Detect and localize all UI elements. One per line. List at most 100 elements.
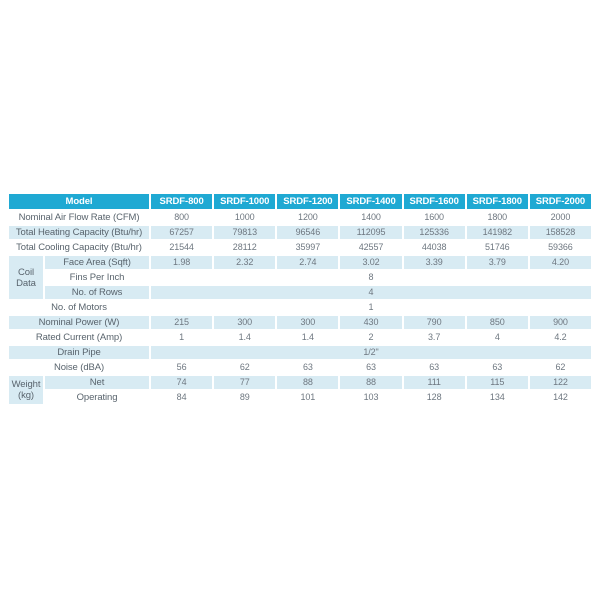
spec-value: 900 xyxy=(529,316,591,329)
row-label: Total Cooling Capacity (Btu/hr) xyxy=(16,242,142,253)
spec-value: 1800 xyxy=(487,212,508,222)
spec-value: 79813 xyxy=(214,226,276,239)
group-cell-weight: Weight (kg) xyxy=(9,376,43,404)
spec-value: 88 xyxy=(340,376,402,389)
row-label: No. of Motors xyxy=(51,302,107,313)
spec-value: 1.4 xyxy=(238,332,251,342)
spec-value: 2.32 xyxy=(214,256,276,269)
row-label: Drain Pipe xyxy=(9,346,150,359)
spec-value: 4.20 xyxy=(529,256,591,269)
row-label: Face Area (Sqft) xyxy=(45,256,150,269)
spec-value: 1.98 xyxy=(151,256,213,269)
spec-value: 103 xyxy=(363,392,379,402)
spec-value: 56 xyxy=(176,362,187,372)
table-row-no-of-motors: No. of Motors 1 xyxy=(9,301,591,314)
spec-value: 125336 xyxy=(403,226,465,239)
spec-value: 111 xyxy=(403,376,465,389)
table-row-rated-current: Rated Current (Amp) 1 1.4 1.4 2 3.7 4 4.… xyxy=(9,331,591,344)
spec-value: 3.7 xyxy=(428,332,441,342)
table-row-airflow: Nominal Air Flow Rate (CFM) 800 1000 120… xyxy=(9,211,591,224)
spec-value: 2 xyxy=(368,332,374,342)
spec-value: 430 xyxy=(340,316,402,329)
spec-value: 59366 xyxy=(548,242,573,252)
table-row-nominal-power: Nominal Power (W) 215 300 300 430 790 85… xyxy=(9,316,591,329)
row-label: Operating xyxy=(76,392,118,403)
row-label: Rated Current (Amp) xyxy=(35,332,123,343)
spec-value: 115 xyxy=(466,376,528,389)
row-label: Net xyxy=(45,376,150,389)
spec-value: 51746 xyxy=(485,242,510,252)
column-header-srdf-2000: SRDF-2000 xyxy=(529,194,591,209)
row-label: Total Heating Capacity (Btu/hr) xyxy=(9,226,150,239)
column-header-srdf-1200: SRDF-1200 xyxy=(277,194,339,209)
spec-value: 101 xyxy=(300,392,316,402)
spec-value: 134 xyxy=(489,392,505,402)
table-row-net-weight: Weight (kg) Net 74 77 88 88 111 115 122 xyxy=(9,376,591,404)
column-header-srdf-1800: SRDF-1800 xyxy=(466,194,528,209)
group-cell-coil-data: Coil Data xyxy=(9,256,43,299)
spec-value: 88 xyxy=(277,376,339,389)
table-row-noise: Noise (dBA) 56 62 63 63 63 63 62 xyxy=(9,361,591,374)
spec-value: 300 xyxy=(277,316,339,329)
table-row-operating-weight: Operating 84 89 101 103 128 134 142 xyxy=(9,391,591,404)
spec-value: 142 xyxy=(553,392,568,402)
spec-value: 4.2 xyxy=(554,332,567,342)
spec-value: 2.74 xyxy=(277,256,339,269)
spec-value: 112095 xyxy=(340,226,402,239)
spec-value: 63 xyxy=(302,362,313,372)
merged-spec-value: 4 xyxy=(151,286,591,299)
row-label: No. of Rows xyxy=(45,286,150,299)
spec-value: 96546 xyxy=(277,226,339,239)
spec-value: 21544 xyxy=(169,242,194,252)
spec-value: 62 xyxy=(555,362,566,372)
column-header-srdf-1000: SRDF-1000 xyxy=(214,194,276,209)
spec-value: 44038 xyxy=(421,242,447,252)
row-label: Fins Per Inch xyxy=(69,272,125,283)
spec-value: 141982 xyxy=(466,226,528,239)
column-header-srdf-1400: SRDF-1400 xyxy=(340,194,402,209)
spec-table: Model SRDF-800 SRDF-1000 SRDF-1200 SRDF-… xyxy=(7,192,593,406)
spec-value: 1600 xyxy=(424,212,444,222)
spec-value: 84 xyxy=(176,392,187,402)
table-row-heating: Total Heating Capacity (Btu/hr) 67257 79… xyxy=(9,226,591,239)
spec-value: 35997 xyxy=(295,242,321,252)
spec-value: 4 xyxy=(494,332,500,342)
spec-value: 3.02 xyxy=(340,256,402,269)
spec-value: 790 xyxy=(403,316,465,329)
spec-value: 63 xyxy=(492,362,503,372)
spec-value: 63 xyxy=(429,362,440,372)
spec-value: 62 xyxy=(239,362,250,372)
model-header-cell: Model xyxy=(9,194,150,209)
spec-value: 3.39 xyxy=(403,256,465,269)
row-label: Nominal Air Flow Rate (CFM) xyxy=(18,212,140,223)
spec-value: 1 xyxy=(179,332,185,342)
row-label: Nominal Power (W) xyxy=(9,316,150,329)
spec-value: 77 xyxy=(214,376,276,389)
spec-value: 300 xyxy=(214,316,276,329)
merged-spec-value: 1/2" xyxy=(151,346,591,359)
spec-value: 128 xyxy=(426,392,442,402)
spec-value: 158528 xyxy=(529,226,591,239)
spec-value: 89 xyxy=(239,392,250,402)
table-row-no-of-rows: No. of Rows 4 xyxy=(9,286,591,299)
spec-value: 63 xyxy=(366,362,376,372)
table-row-face-area: Coil Data Face Area (Sqft) 1.98 2.32 2.7… xyxy=(9,256,591,299)
spec-value: 850 xyxy=(466,316,528,329)
spec-value: 1.4 xyxy=(301,332,314,342)
table-row-cooling: Total Cooling Capacity (Btu/hr) 21544 28… xyxy=(9,241,591,254)
spec-value: 1200 xyxy=(298,212,318,222)
spec-value: 215 xyxy=(151,316,213,329)
merged-spec-value: 8 xyxy=(368,272,374,282)
spec-value: 28112 xyxy=(232,242,257,252)
column-header-srdf-1600: SRDF-1600 xyxy=(403,194,465,209)
spec-value: 800 xyxy=(174,212,189,222)
spec-value: 2000 xyxy=(550,212,571,222)
spec-value: 3.79 xyxy=(466,256,528,269)
merged-spec-value: 1 xyxy=(368,302,374,312)
table-row-drain-pipe: Drain Pipe 1/2" xyxy=(9,346,591,359)
spec-value: 1400 xyxy=(361,212,381,222)
table-row-fins-per-inch: Fins Per Inch 8 xyxy=(9,271,591,284)
spec-value: 74 xyxy=(151,376,213,389)
column-header-srdf-800: SRDF-800 xyxy=(151,194,213,209)
